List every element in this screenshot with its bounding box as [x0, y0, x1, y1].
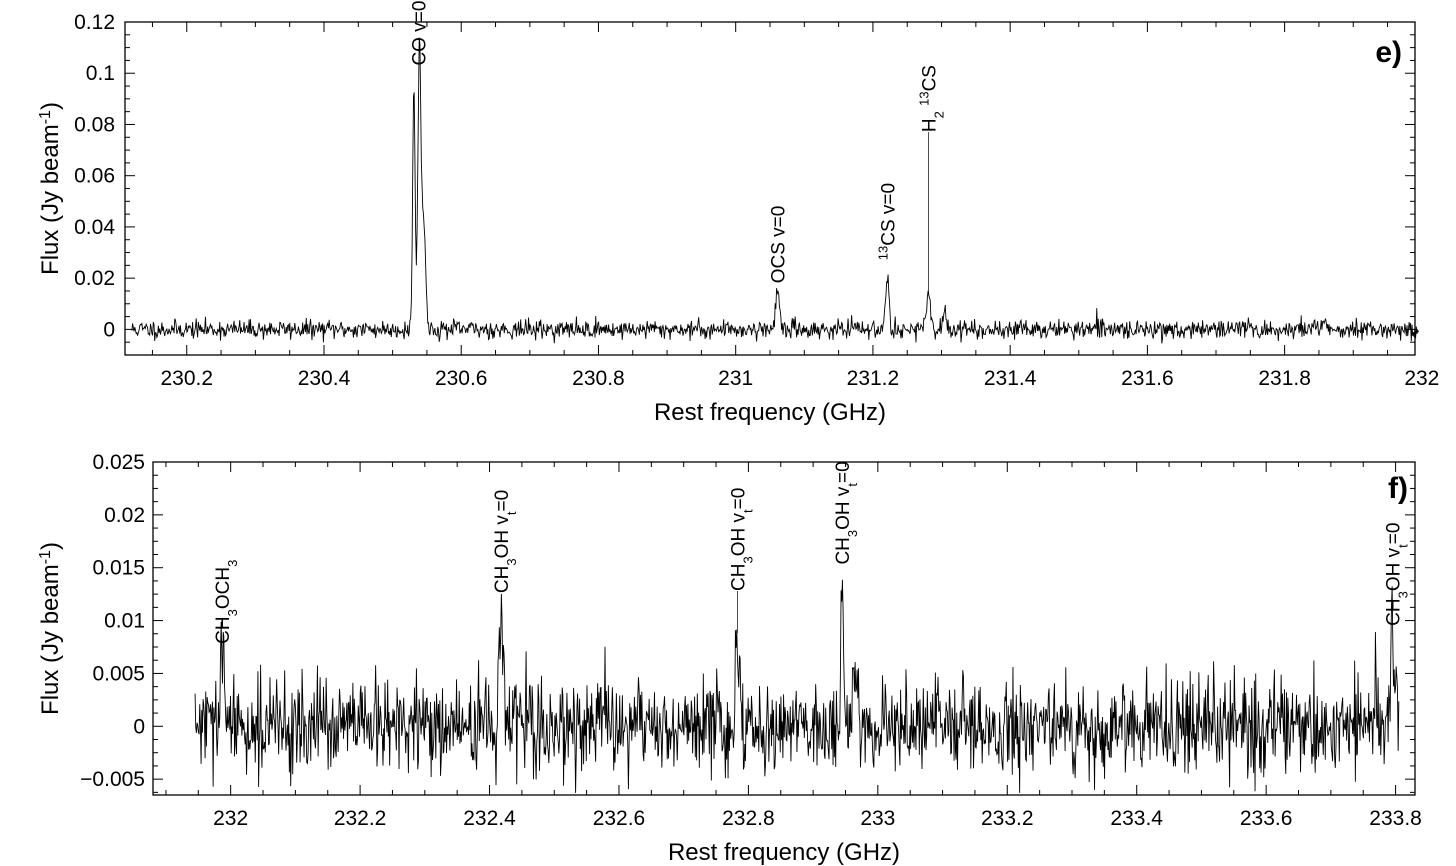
spectrum-trace	[194, 579, 1400, 793]
x-tick-label: 232.8	[722, 807, 775, 830]
x-tick-label: 231.8	[1258, 367, 1311, 390]
x-tick-label: 232	[1404, 367, 1439, 390]
plot-frame	[152, 461, 1416, 796]
x-tick-label: 231.6	[1121, 367, 1174, 390]
x-tick-label: 233.8	[1369, 807, 1422, 830]
x-tick-label: 230.4	[298, 367, 351, 390]
y-axis-label: Flux (Jy beam-1)	[37, 542, 65, 715]
x-tick-label: 232.6	[593, 807, 646, 830]
panel-tag: f)	[1388, 472, 1408, 505]
y-tick-label: 0.01	[104, 610, 145, 633]
line-id-label: CH3OH vt=0	[492, 490, 519, 593]
spectrum-panel-e: 230.2 230.4 230.6 230.8 231 231.2 231.4 231.6 23…	[37, 1, 1440, 426]
y-tick-label: 0	[103, 318, 115, 341]
line-id-label: CH3OCH3	[213, 560, 240, 644]
y-tick-label: 0.04	[74, 216, 115, 239]
line-id-label: CH3OH vt=0	[833, 461, 860, 564]
line-id-label: CH3OH vt=0	[728, 488, 755, 591]
y-tick-label: 0.02	[104, 504, 145, 527]
line-id-label: OCS v=0	[769, 206, 790, 284]
y-tick-label: 0.12	[74, 11, 115, 34]
y-tick-label: 0.06	[74, 165, 115, 188]
line-id-label: 13CS v=0	[875, 183, 900, 260]
x-tick-label: 232	[213, 807, 248, 830]
x-tick-label: 231	[718, 367, 753, 390]
x-tick-label: 231.2	[847, 367, 900, 390]
y-tick-label: 0.08	[74, 113, 115, 136]
y-tick-label: 0.1	[86, 62, 115, 85]
x-axis-label: Rest frequency (GHz)	[668, 839, 900, 866]
x-tick-label: 233.2	[981, 807, 1034, 830]
line-id-label: CO v=0	[410, 1, 431, 66]
x-tick-label: 230.8	[572, 367, 625, 390]
x-tick-label: 232.2	[334, 807, 387, 830]
y-tick-label: 0.005	[92, 662, 145, 685]
y-axis-label: Flux (Jy beam-1)	[37, 102, 65, 275]
y-tick-label: 0.025	[92, 451, 145, 474]
x-tick-label: 233.4	[1110, 807, 1163, 830]
x-tick-label: 230.2	[160, 367, 213, 390]
x-tick-label: 233.6	[1240, 807, 1293, 830]
y-tick-label: −0.005	[80, 768, 145, 791]
x-tick-label: 232.4	[463, 807, 516, 830]
spectrum-panel-f: 232 232.2 232.4 232.6 232.8 233 233.2 233.4 233.…	[37, 451, 1422, 866]
x-tick-label: 231.4	[984, 367, 1037, 390]
line-id-label: H2 13CS	[916, 65, 946, 132]
plot-frame	[124, 21, 1416, 356]
spectrum-trace	[131, 37, 1419, 344]
y-tick-label: 0.015	[92, 557, 145, 580]
line-id-label: CH3OH vt=0	[1383, 523, 1410, 626]
panel-tag: e)	[1375, 36, 1402, 69]
y-tick-label: 0	[133, 715, 145, 738]
x-tick-label: 233	[860, 807, 895, 830]
y-tick-label: 0.02	[74, 267, 115, 290]
x-tick-label: 230.6	[435, 367, 488, 390]
x-axis-label: Rest frequency (GHz)	[654, 399, 886, 426]
